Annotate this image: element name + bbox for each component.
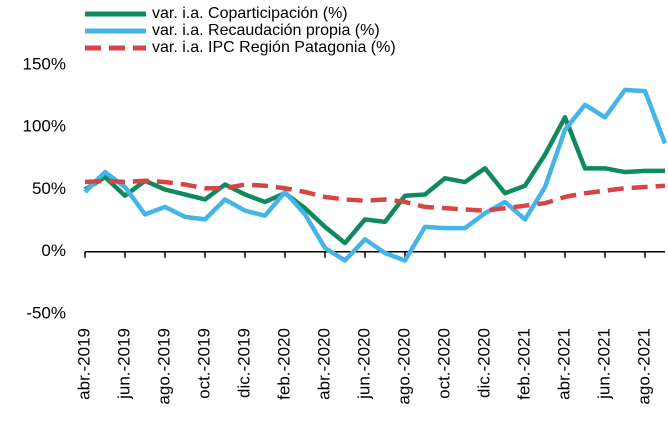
x-tick-label: feb.-2020	[274, 328, 293, 400]
legend-label: var. i.a. Recaudación propia (%)	[152, 22, 380, 39]
y-tick-label: 50%	[32, 179, 66, 198]
x-tick-label: oct.-2019	[194, 328, 213, 399]
x-tick-label: ago.-2020	[394, 328, 413, 405]
x-tick-label: ago.-2019	[154, 328, 173, 405]
x-tick-label: dic.-2019	[234, 328, 253, 398]
y-tick-label: -50%	[26, 303, 66, 322]
x-tick-label: jun.-2020	[354, 328, 373, 400]
series-line	[83, 87, 668, 263]
y-tick-label: 100%	[23, 117, 66, 136]
x-tick-label: ago.-2021	[634, 328, 653, 405]
legend-label: var. i.a. IPC Región Patagonia (%)	[152, 39, 396, 56]
x-tick-label: dic.-2020	[474, 328, 493, 398]
y-tick-label: 150%	[23, 54, 66, 73]
x-tick-label: feb.-2021	[514, 328, 533, 400]
x-tick-label: abr.-2020	[314, 328, 333, 400]
x-tick-label: jun.-2019	[114, 328, 133, 400]
y-tick-label: 0%	[41, 241, 66, 260]
x-tick-label: oct.-2020	[434, 328, 453, 399]
legend-label: var. i.a. Coparticipación (%)	[152, 5, 348, 22]
series-line	[84, 178, 666, 213]
series-line	[83, 115, 665, 246]
x-tick-label: abr.-2019	[74, 328, 93, 400]
x-tick-label: jun.-2021	[594, 328, 613, 400]
x-tick-label: abr.-2021	[554, 328, 573, 400]
